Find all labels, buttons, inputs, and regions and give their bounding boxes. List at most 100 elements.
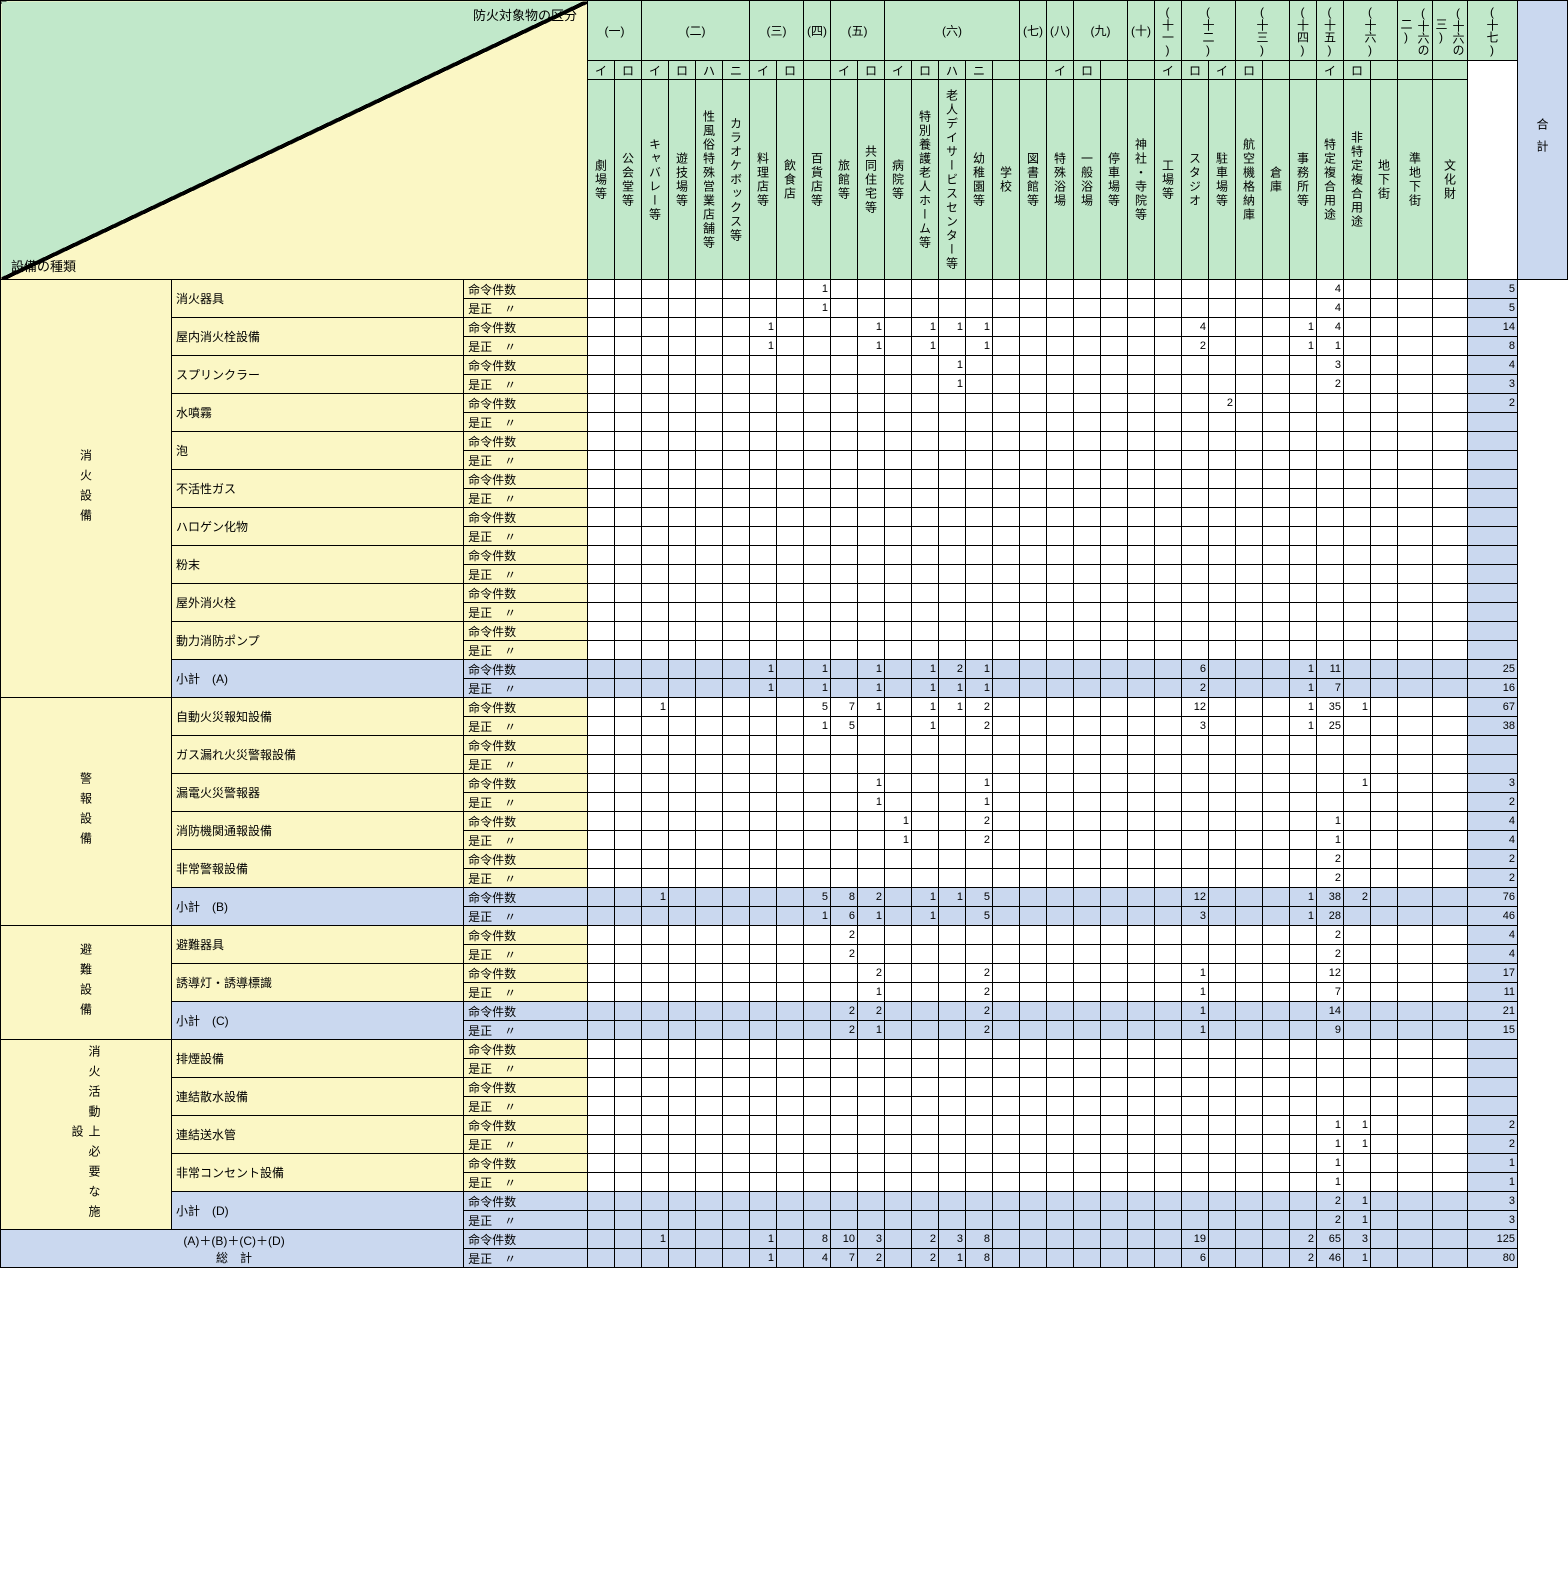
facility-header: 遊技場等	[669, 80, 696, 280]
data-cell	[1101, 1230, 1128, 1249]
data-cell	[804, 413, 831, 432]
data-cell	[1155, 869, 1182, 888]
data-cell	[1263, 451, 1290, 470]
data-cell	[669, 774, 696, 793]
data-cell	[858, 850, 885, 869]
data-cell	[1371, 1173, 1398, 1192]
data-cell: 1	[1182, 1002, 1209, 1021]
data-cell: 35	[1317, 698, 1344, 717]
data-cell: 1	[966, 679, 993, 698]
data-cell	[1236, 660, 1263, 679]
facility-header: 図書館等	[1020, 80, 1047, 280]
data-cell	[912, 603, 939, 622]
data-cell: 1	[885, 812, 912, 831]
data-cell	[615, 679, 642, 698]
data-cell	[993, 565, 1020, 584]
data-cell	[1047, 489, 1074, 508]
data-cell	[1074, 1192, 1101, 1211]
data-cell	[615, 964, 642, 983]
subtotal-label: 小計 (D)	[172, 1192, 464, 1230]
data-cell: 5	[966, 888, 993, 907]
data-cell	[696, 1097, 723, 1116]
data-cell	[1433, 1116, 1468, 1135]
data-cell	[1209, 1021, 1236, 1040]
facility-header: 幼稚園等	[966, 80, 993, 280]
data-cell	[1290, 869, 1317, 888]
data-cell	[1371, 907, 1398, 926]
data-cell: 1	[858, 660, 885, 679]
data-cell	[966, 945, 993, 964]
data-cell	[804, 1002, 831, 1021]
data-cell	[1020, 1230, 1047, 1249]
metric-label: 是正 〃	[464, 1135, 588, 1154]
data-cell: 12	[1182, 888, 1209, 907]
data-cell	[723, 470, 750, 489]
data-cell	[1047, 831, 1074, 850]
data-cell	[1371, 774, 1398, 793]
data-cell	[1047, 565, 1074, 584]
data-cell	[669, 1002, 696, 1021]
data-cell	[1155, 926, 1182, 945]
data-cell	[588, 337, 615, 356]
data-cell	[1433, 508, 1468, 527]
data-cell	[1263, 1021, 1290, 1040]
data-cell	[885, 983, 912, 1002]
data-cell	[669, 337, 696, 356]
data-cell	[804, 1040, 831, 1059]
data-cell	[1101, 983, 1128, 1002]
data-cell	[1344, 983, 1371, 1002]
data-cell	[1371, 945, 1398, 964]
data-cell	[939, 926, 966, 945]
data-cell	[885, 413, 912, 432]
data-cell	[1263, 546, 1290, 565]
metric-label: 是正 〃	[464, 679, 588, 698]
data-cell	[615, 698, 642, 717]
data-cell	[1182, 736, 1209, 755]
data-cell: 4	[1182, 318, 1209, 337]
data-cell	[723, 375, 750, 394]
data-cell	[1047, 1002, 1074, 1021]
data-cell	[1074, 451, 1101, 470]
data-cell	[696, 280, 723, 299]
data-cell	[777, 774, 804, 793]
data-cell	[831, 318, 858, 337]
data-cell	[993, 356, 1020, 375]
data-cell	[642, 413, 669, 432]
data-cell	[912, 565, 939, 584]
data-cell	[615, 489, 642, 508]
data-cell	[993, 736, 1020, 755]
data-cell	[885, 641, 912, 660]
data-cell	[642, 299, 669, 318]
data-cell	[1128, 413, 1155, 432]
facility-header: スタジオ	[1182, 80, 1209, 280]
data-cell	[966, 432, 993, 451]
data-cell	[1263, 945, 1290, 964]
data-cell	[804, 1097, 831, 1116]
data-cell	[696, 546, 723, 565]
data-cell	[1047, 812, 1074, 831]
data-cell	[1020, 698, 1047, 717]
data-cell	[723, 356, 750, 375]
data-cell	[1398, 660, 1433, 679]
data-cell	[1209, 831, 1236, 850]
data-cell	[885, 660, 912, 679]
data-cell	[723, 774, 750, 793]
data-cell	[831, 565, 858, 584]
data-cell	[939, 831, 966, 850]
data-cell: 5	[804, 888, 831, 907]
data-cell: 1	[1317, 337, 1344, 356]
metric-label: 命令件数	[464, 584, 588, 603]
data-cell	[804, 1059, 831, 1078]
data-cell	[966, 413, 993, 432]
data-cell	[1047, 1249, 1074, 1268]
data-cell	[1074, 603, 1101, 622]
sub-header: ロ	[669, 61, 696, 80]
data-cell	[1047, 755, 1074, 774]
data-cell	[1398, 926, 1433, 945]
total-cell: 4	[1468, 356, 1518, 375]
data-cell	[1128, 1040, 1155, 1059]
data-cell	[1236, 375, 1263, 394]
data-cell	[1263, 470, 1290, 489]
data-cell	[669, 850, 696, 869]
data-cell	[669, 1059, 696, 1078]
